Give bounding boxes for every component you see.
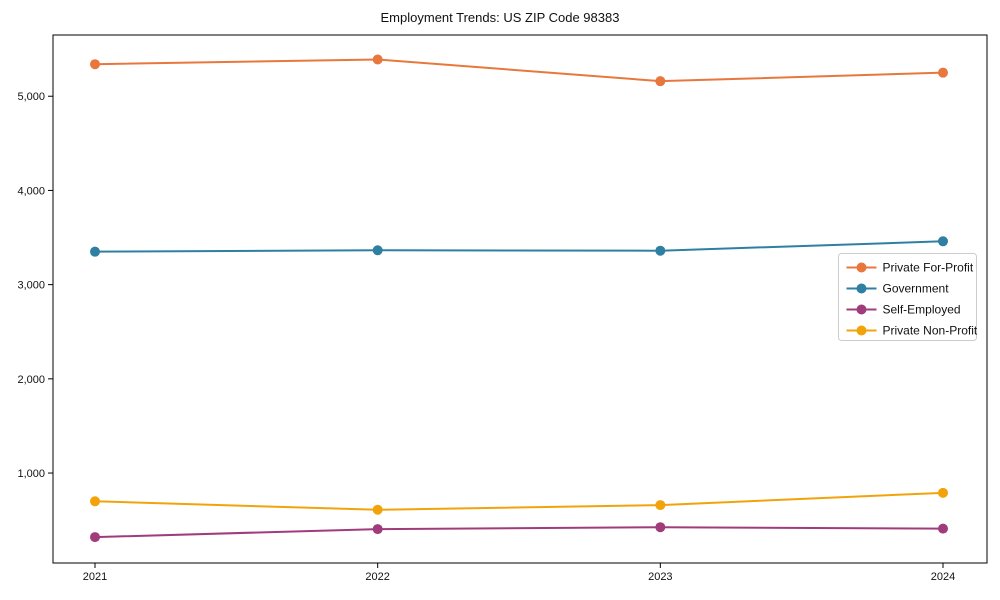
series-line-government (94, 240, 944, 253)
data-point-marker (655, 245, 666, 256)
series-line-private-for-profit (94, 58, 944, 83)
series-line-self-employed (94, 526, 944, 539)
legend-swatch-marker (856, 262, 867, 273)
data-point-marker (90, 246, 100, 257)
data-point-marker (655, 522, 666, 533)
data-point-marker (372, 504, 383, 515)
data-point-marker (655, 76, 666, 87)
x-tick-label: 2022 (365, 571, 389, 583)
data-point-marker (938, 523, 949, 534)
legend-swatch-marker (856, 325, 867, 336)
data-point-marker (372, 54, 383, 65)
x-tick-label: 2021 (83, 571, 107, 583)
legend-label: Self-Employed (883, 303, 961, 317)
legend-swatch-marker (856, 304, 867, 315)
y-tick-label: 2,000 (17, 374, 45, 386)
legend-label: Private For-Profit (883, 261, 974, 275)
legend-box (838, 253, 977, 341)
data-point-marker (372, 245, 383, 256)
data-point-marker (90, 496, 100, 507)
data-point-marker (938, 67, 949, 78)
legend-label: Government (883, 282, 950, 296)
data-point-marker (938, 487, 949, 498)
data-point-marker (938, 236, 949, 247)
data-point-marker (90, 59, 100, 70)
y-tick-label: 4,000 (17, 185, 45, 197)
x-tick-label: 2024 (931, 571, 955, 583)
plot-frame (52, 34, 988, 564)
series-line-private-non-profit (94, 491, 944, 511)
chart-title: Employment Trends: US ZIP Code 98383 (380, 10, 620, 25)
y-tick-label: 3,000 (17, 280, 45, 292)
data-point-marker (90, 532, 100, 543)
data-point-marker (372, 524, 383, 535)
y-tick-label: 5,000 (17, 91, 45, 103)
x-tick-label: 2023 (648, 571, 672, 583)
legend-label: Private Non-Profit (883, 324, 978, 338)
y-tick-label: 1,000 (17, 468, 45, 480)
legend-swatch-marker (856, 283, 867, 294)
data-point-marker (655, 500, 666, 511)
